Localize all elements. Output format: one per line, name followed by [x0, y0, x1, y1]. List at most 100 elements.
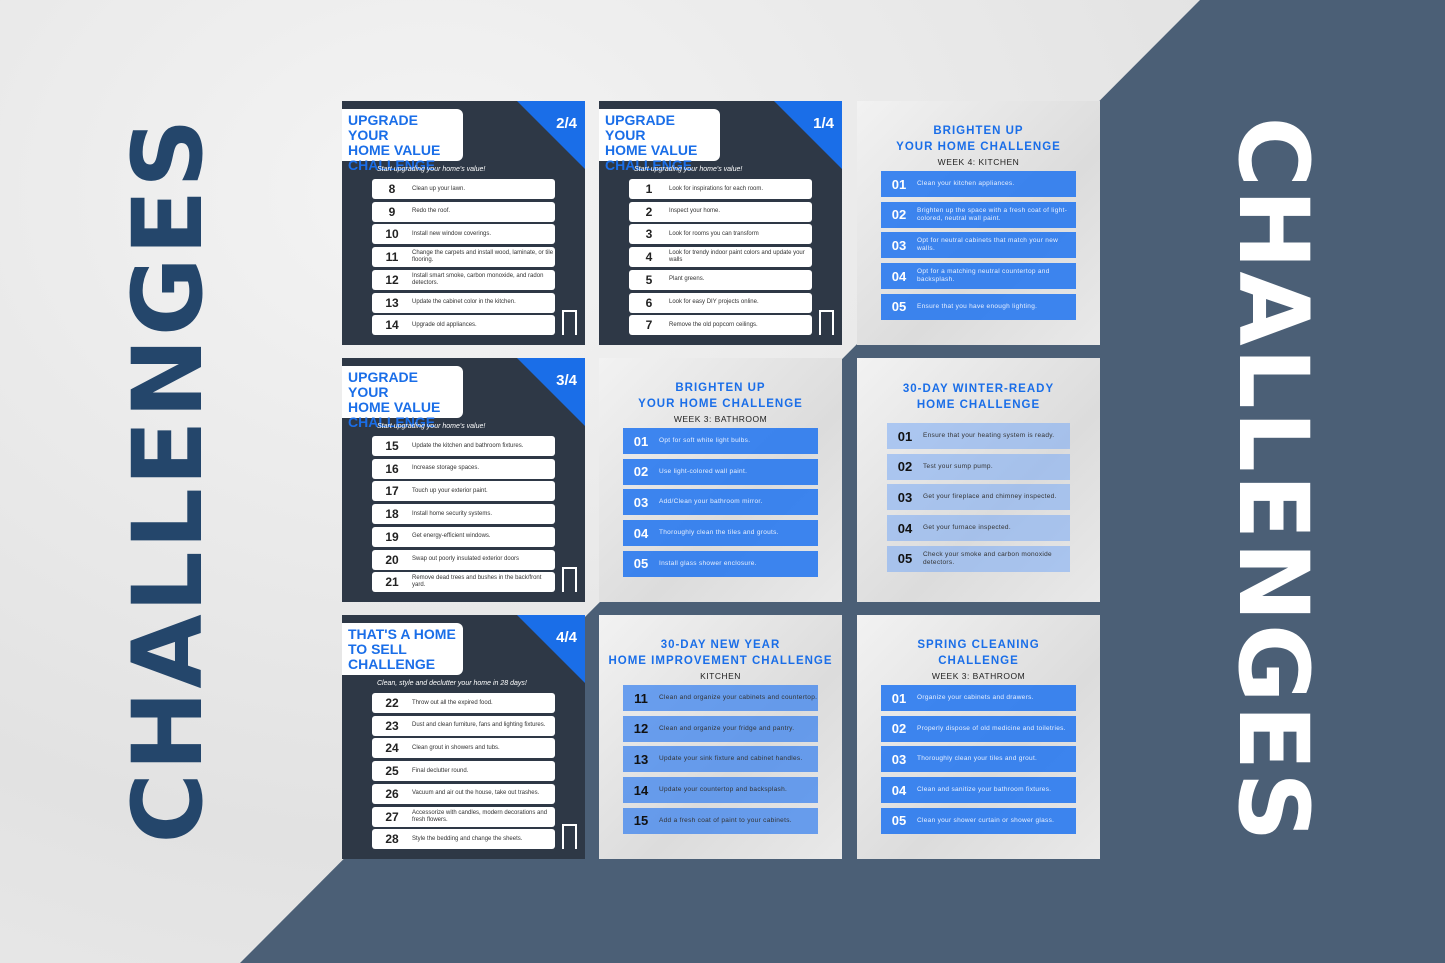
item-text: Use light-colored wall paint.: [659, 467, 748, 475]
item-text: Vacuum and air out the house, take out t…: [412, 790, 540, 797]
list-item: 05 Check your smoke and carbon monoxide d…: [887, 545, 1070, 572]
item-text: Redo the roof.: [412, 208, 451, 215]
card-subtitle: WEEK 4: KITCHEN: [937, 157, 1020, 167]
list-item: 26 Vacuum and air out the house, take out…: [372, 783, 555, 804]
item-number: 8: [388, 182, 396, 196]
item-text: Install smart smoke, carbon monoxide, an…: [412, 272, 544, 286]
item-number: 02: [891, 207, 907, 223]
item-number: 01: [897, 428, 913, 444]
item-text: Check your smoke and carbon monoxide det…: [923, 550, 1052, 566]
item-text: Remove the old popcorn ceilings.: [669, 321, 758, 328]
item-number: 03: [891, 237, 907, 253]
list-item: 02 Brighten up the space with a fresh coa…: [881, 201, 1076, 228]
card-title-line: HOME CHALLENGE: [916, 398, 1041, 411]
item-text: Brighten up the space with a fresh coat …: [917, 206, 1068, 222]
challenge-card[interactable]: SPRING CLEANING CHALLENGE WEEK 3: BATHROOM…: [857, 615, 1100, 859]
corner-triangle: [517, 615, 585, 683]
list-item: 7 Remove the old popcorn ceilings.: [629, 315, 812, 336]
list-item: 14 Update your countertop and backsplash.: [623, 777, 818, 804]
item-number: 15: [633, 813, 649, 829]
item-text: Add a fresh coat of paint to your cabine…: [659, 816, 792, 824]
list-item: 8 Clean up your lawn.: [372, 179, 555, 199]
card-title-line: UPGRADE YOUR: [348, 112, 419, 143]
list-item: 12 Install smart smoke, carbon monoxide, …: [372, 269, 555, 290]
challenge-card[interactable]: UPGRADE YOUR HOME VALUE CHALLENGE 1/4 Start …: [599, 101, 842, 345]
card-title-line: CHALLENGE: [348, 157, 436, 173]
card-title-line: 30-DAY WINTER-READY: [902, 383, 1055, 395]
bookmark-icon[interactable]: [562, 824, 577, 850]
item-number: 2: [645, 204, 653, 219]
list-item: 04 Opt for a matching neutral countertop …: [881, 263, 1076, 290]
bookmark-icon[interactable]: [562, 310, 577, 336]
list-item: 20 Swap out poorly insulated exterior doo…: [372, 549, 555, 570]
challenge-card[interactable]: THAT'S A HOME TO SELL CHALLENGE 4/4 Clean, s…: [342, 615, 585, 859]
item-number: 13: [385, 295, 399, 310]
card-subtitle: Start upgrading your home's value!: [377, 166, 486, 173]
item-number: 6: [645, 295, 653, 310]
list-item: 02 Use light-colored wall paint.: [623, 458, 818, 485]
item-text: Install home security systems.: [412, 510, 493, 517]
list-item: 02 Test your sump pump.: [887, 453, 1070, 480]
card-title-line: UPGRADE YOUR: [348, 369, 419, 400]
item-text: Install new window coverings.: [412, 230, 492, 237]
card-title-line: BRIGHTEN UP: [933, 125, 1024, 137]
card-title-line: HOME VALUE: [348, 142, 441, 158]
item-number: 1: [645, 182, 653, 196]
list-item: 27 Accessorize with candles, modern decor…: [372, 806, 555, 827]
item-number: 28: [385, 832, 399, 847]
item-text: Install glass shower enclosure.: [659, 559, 757, 567]
item-text: Dust and clean furniture, fans and light…: [412, 722, 546, 729]
list-item: 05 Clean your shower curtain or shower gl…: [881, 807, 1076, 834]
challenge-card[interactable]: 30-DAY NEW YEAR HOME IMPROVEMENT CHALLENG…: [599, 615, 842, 859]
list-item: 22 Throw out all the expired food.: [372, 693, 555, 713]
list-item: 11 Change the carpets and install wood, l…: [372, 247, 555, 268]
item-text: Get your furnace inspected.: [923, 524, 1011, 532]
item-text: Change the carpets and install wood, lam…: [412, 250, 554, 264]
item-number: 11: [634, 690, 648, 706]
card-title-line: 30-DAY NEW YEAR: [660, 639, 781, 651]
item-text: Clean your shower curtain or shower glas…: [917, 816, 1055, 824]
item-text: Final declutter round.: [412, 767, 469, 774]
list-item: 03 Thoroughly clean your tiles and grout.: [881, 746, 1076, 773]
list-item: 15 Update the kitchen and bathroom fixtur…: [372, 436, 555, 456]
list-item: 13 Update the cabinet color in the kitche…: [372, 292, 555, 313]
item-text: Style the bedding and change the sheets.: [412, 835, 523, 842]
challenge-card[interactable]: 30-DAY WINTER-READY HOME CHALLENGE 01 Ensur…: [857, 358, 1100, 602]
corner-triangle: [774, 101, 842, 169]
list-item: 9 Redo the roof.: [372, 201, 555, 222]
item-number: 02: [897, 459, 913, 475]
card-subtitle: Start upgrading your home's value!: [634, 166, 743, 173]
card-title-line: CHALLENGE: [348, 656, 436, 672]
challenge-card[interactable]: BRIGHTEN UP YOUR HOME CHALLENGE WEEK 3: BA…: [599, 358, 842, 602]
item-number: 26: [385, 786, 399, 801]
card-title: UPGRADE YOUR HOME VALUE CHALLENGE: [342, 366, 463, 430]
item-text: Test your sump pump.: [923, 462, 993, 470]
card-title-line: UPGRADE YOUR: [605, 112, 676, 143]
list-item: 03 Get your fireplace and chimney inspect…: [887, 484, 1070, 511]
card-title-line: CHALLENGE: [348, 414, 436, 430]
item-text: Clean and organize your cabinets and cou…: [659, 694, 818, 701]
item-number: 15: [385, 439, 399, 453]
challenge-card[interactable]: UPGRADE YOUR HOME VALUE CHALLENGE 2/4 Start …: [342, 101, 585, 345]
card-title-line: YOUR HOME CHALLENGE: [638, 397, 803, 410]
bookmark-icon[interactable]: [819, 310, 834, 336]
list-item: 15 Add a fresh coat of paint to your cabi…: [623, 807, 818, 834]
item-number: 20: [385, 552, 399, 567]
challenge-card[interactable]: UPGRADE YOUR HOME VALUE CHALLENGE 3/4 Start …: [342, 358, 585, 602]
item-number: 9: [388, 204, 396, 219]
item-number: 12: [385, 272, 399, 287]
list-item: 01 Clean your kitchen appliances.: [881, 171, 1076, 197]
card-title-line: HOME VALUE: [348, 399, 441, 415]
bookmark-icon[interactable]: [562, 567, 577, 593]
item-text: Update your countertop and backsplash.: [659, 786, 788, 794]
challenge-card[interactable]: BRIGHTEN UP YOUR HOME CHALLENGE WEEK 4: KI…: [857, 101, 1100, 345]
list-item: 14 Upgrade old appliances.: [372, 315, 555, 336]
item-number: 01: [891, 176, 907, 192]
item-number: 05: [891, 813, 907, 829]
list-item: 3 Look for rooms you can transform: [629, 224, 812, 245]
item-text: Remove dead trees and bushes in the back…: [412, 575, 542, 589]
item-number: 19: [385, 529, 399, 544]
item-number: 16: [385, 461, 399, 476]
item-text: Update your sink fixture and cabinet han…: [659, 755, 803, 763]
item-text: Clean up your lawn.: [412, 185, 466, 192]
